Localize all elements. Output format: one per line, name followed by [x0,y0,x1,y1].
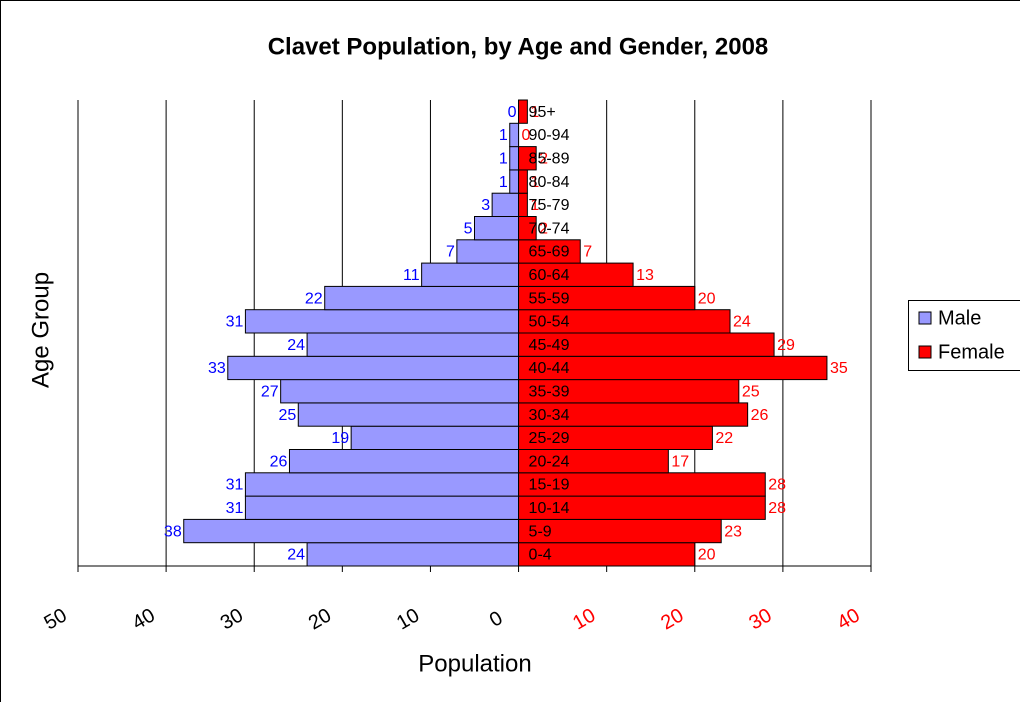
data-label: 5 [464,220,473,237]
category-label: 0-4 [529,547,552,564]
data-label: 17 [671,453,689,470]
data-label: 27 [261,383,279,400]
bar [306,542,520,567]
data-label: 29 [777,337,795,354]
data-label: 22 [305,290,323,307]
data-label: 28 [768,500,786,517]
category-label: 45-49 [529,337,570,354]
data-label: 2 [539,150,548,167]
category-label: 65-69 [529,244,570,261]
data-label: 25 [278,407,296,424]
data-label: 31 [226,500,244,517]
legend-swatch [918,311,932,325]
category-label: 20-24 [529,453,570,470]
category-label: 40-44 [529,360,570,377]
bar [456,239,520,264]
bar [509,146,520,171]
bar [227,355,520,381]
data-label: 35 [830,360,848,377]
bar [491,192,520,217]
data-label: 2 [539,220,548,237]
bar [518,99,528,124]
chart-title: Clavet Population, by Age and Gender, 20… [268,33,769,60]
category-label: 10-14 [529,500,570,517]
data-label: 1 [530,197,539,214]
category-label: 50-54 [529,314,570,331]
y-axis-title: Age Group [27,272,54,388]
bar [421,262,520,287]
bar [244,495,520,520]
bar [297,402,520,427]
data-label: 38 [164,523,182,540]
bar [509,169,520,194]
data-label: 1 [499,127,508,144]
data-label: 28 [768,477,786,494]
category-label: 60-64 [529,267,570,284]
data-label: 31 [226,314,244,331]
bar [183,518,520,544]
data-label: 7 [583,244,592,261]
bar [518,192,528,217]
data-label: 13 [636,267,654,284]
data-label: 1 [530,174,539,191]
bar [324,285,520,311]
data-label: 1 [499,150,508,167]
data-label: 20 [698,547,716,564]
data-label: 26 [751,407,769,424]
category-label: 95+ [529,104,556,121]
category-label: 80-84 [529,174,570,191]
data-label: 24 [733,314,751,331]
category-label: 75-79 [529,197,570,214]
legend-label: Male [938,307,981,329]
bar [509,122,520,148]
bar [244,472,520,497]
bar [244,309,520,334]
category-label: 70-74 [529,220,570,237]
category-label: 25-29 [529,430,570,447]
data-label: 25 [742,383,760,400]
data-label: 26 [270,453,288,470]
bar [518,146,537,171]
category-label: 35-39 [529,383,570,400]
data-label: 7 [446,244,455,261]
category-label: 5-9 [529,523,552,540]
bar [288,449,520,474]
data-label: 0 [522,127,531,144]
bar [350,425,520,451]
category-label: 85-89 [529,150,570,167]
x-axis-title: Population [418,650,531,677]
data-label: 22 [715,430,733,447]
data-label: 20 [698,290,716,307]
data-label: 1 [499,174,508,191]
bar [280,379,520,404]
data-label: 11 [403,267,420,284]
data-label: 24 [287,547,305,564]
category-label: 55-59 [529,290,570,307]
data-label: 23 [724,523,742,540]
bar [518,169,528,194]
bar [474,216,520,241]
data-label: 3 [481,197,490,214]
bar [518,239,581,264]
data-label: 19 [331,430,349,447]
legend-label: Female [938,341,1005,363]
data-label: 1 [530,104,539,121]
data-label: 31 [226,477,244,494]
category-label: 30-34 [529,407,570,424]
bar [306,332,520,357]
data-label: 0 [508,104,517,121]
category-label: 90-94 [529,127,570,144]
data-label: 33 [208,360,226,377]
legend-swatch [918,345,932,359]
category-label: 15-19 [529,477,570,494]
data-label: 24 [287,337,305,354]
